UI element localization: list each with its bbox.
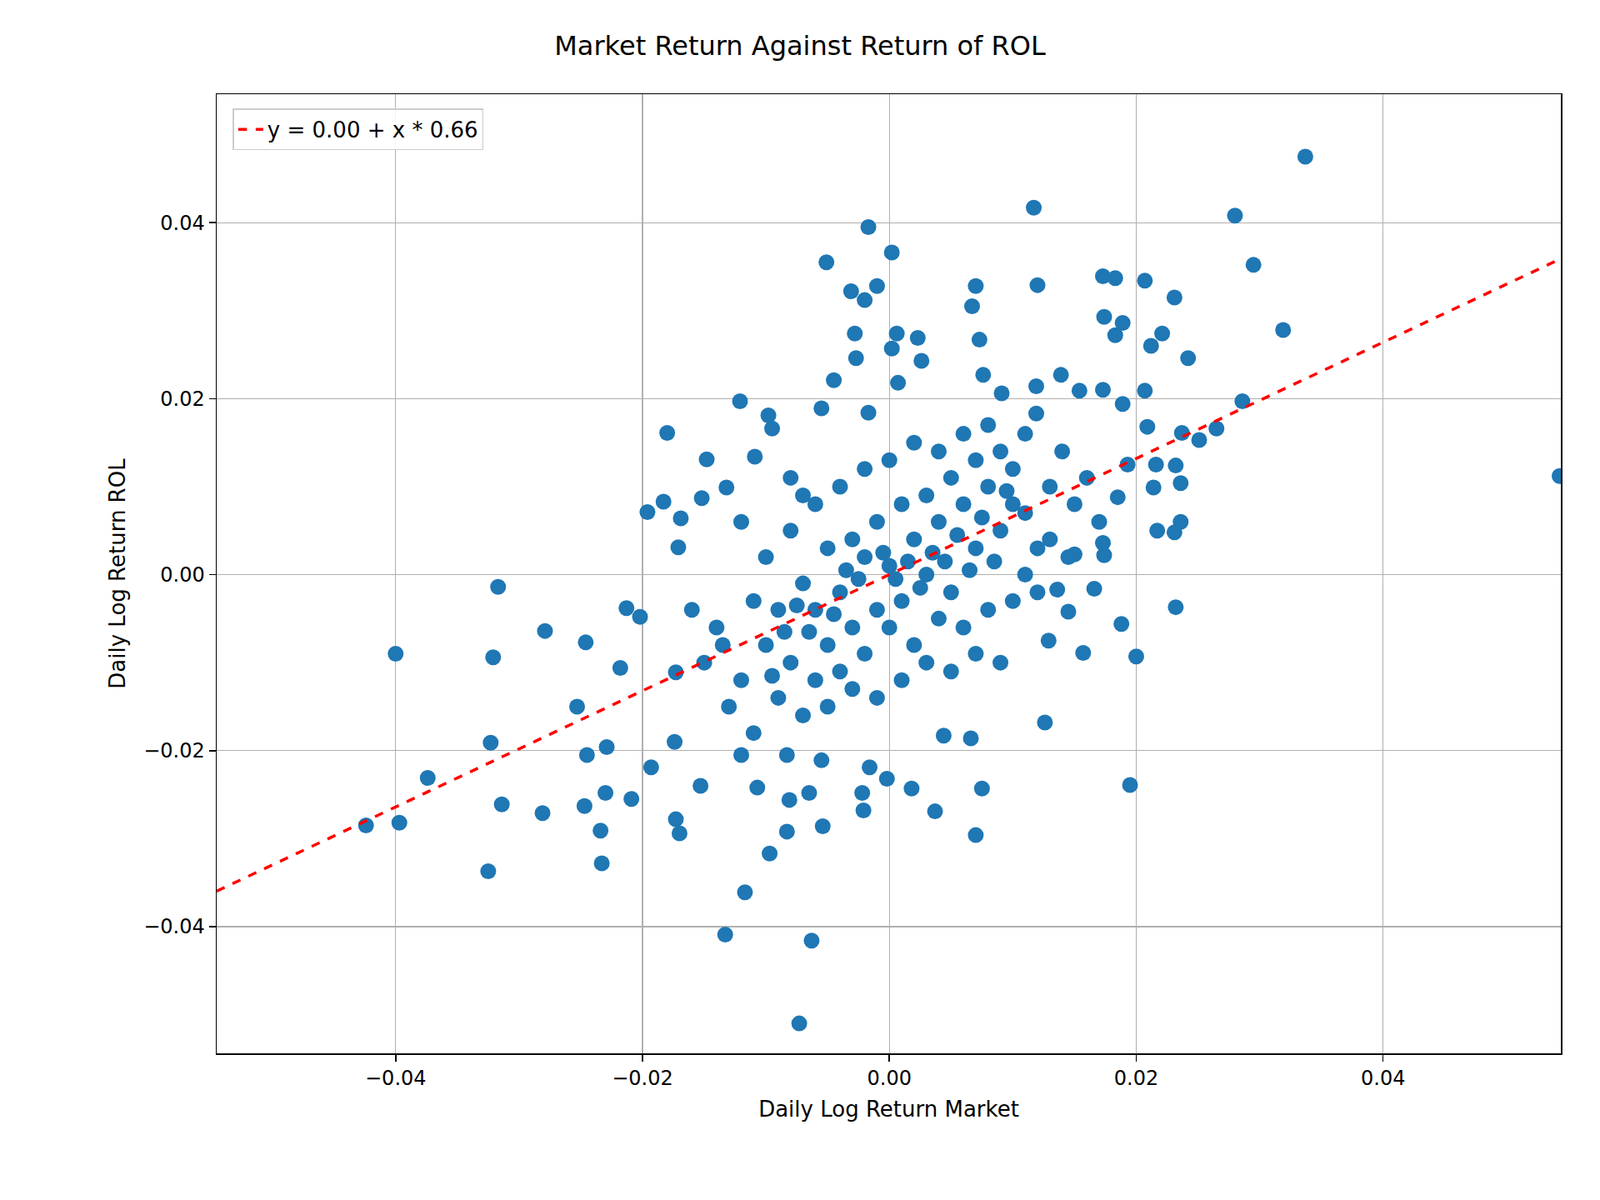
svg-text:Daily Log Return Market: Daily Log Return Market — [758, 1096, 1020, 1122]
svg-text:0.04: 0.04 — [1360, 1066, 1405, 1090]
svg-text:0.02: 0.02 — [1114, 1066, 1159, 1090]
svg-text:−0.04: −0.04 — [365, 1066, 427, 1090]
svg-text:y = 0.00 + x * 0.66: y = 0.00 + x * 0.66 — [267, 117, 479, 143]
svg-text:0.04: 0.04 — [160, 211, 205, 235]
svg-text:0.00: 0.00 — [867, 1066, 912, 1090]
svg-text:−0.04: −0.04 — [143, 915, 205, 939]
svg-text:−0.02: −0.02 — [611, 1066, 674, 1090]
svg-text:0.00: 0.00 — [160, 563, 205, 587]
svg-text:Daily Log Return ROL: Daily Log Return ROL — [105, 458, 130, 690]
svg-text:Market Return Against Return o: Market Return Against Return of ROL — [554, 30, 1046, 62]
svg-text:0.02: 0.02 — [160, 387, 205, 411]
svg-text:−0.02: −0.02 — [143, 739, 205, 763]
